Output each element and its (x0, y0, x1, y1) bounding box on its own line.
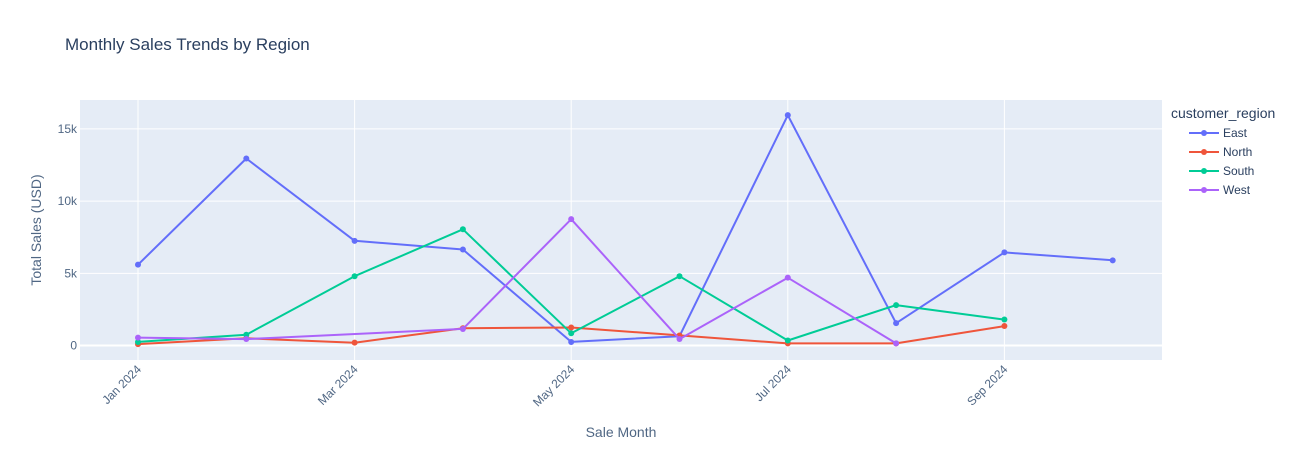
y-tick-label: 0 (70, 339, 77, 353)
series-line (137, 114, 1113, 343)
data-point[interactable] (568, 324, 575, 331)
x-tick-label: May 2024 (530, 362, 577, 409)
y-axis-title: Total Sales (USD) (28, 174, 44, 285)
data-point[interactable] (1001, 249, 1008, 256)
legend-marker (1201, 149, 1207, 155)
data-point[interactable] (135, 334, 141, 341)
data-point[interactable] (893, 302, 900, 309)
legend-marker (1201, 130, 1207, 136)
legend-label: West (1223, 183, 1251, 197)
legend-label: South (1223, 164, 1254, 178)
legend-item-east[interactable]: East (1189, 126, 1248, 140)
data-point[interactable] (243, 155, 250, 162)
data-point[interactable] (893, 340, 900, 347)
grid-lines (80, 100, 1162, 360)
legend-item-west[interactable]: West (1189, 183, 1251, 197)
series-west (135, 216, 900, 347)
data-point[interactable] (568, 216, 575, 223)
legend-label: East (1223, 126, 1248, 140)
data-point[interactable] (568, 338, 575, 345)
data-point[interactable] (784, 274, 791, 281)
legend-marker (1201, 168, 1207, 174)
data-point[interactable] (459, 226, 466, 233)
x-tick-label: Jul 2024 (752, 362, 794, 404)
series-layer (135, 112, 1116, 348)
x-tick-label: Mar 2024 (315, 362, 361, 408)
data-point[interactable] (893, 320, 900, 327)
data-point[interactable] (351, 237, 358, 244)
y-tick-label: 10k (58, 194, 78, 208)
data-point[interactable] (243, 331, 250, 338)
data-point[interactable] (135, 261, 141, 268)
data-point[interactable] (784, 112, 791, 119)
data-point[interactable] (1001, 323, 1008, 330)
data-point[interactable] (1109, 257, 1116, 264)
data-point[interactable] (135, 338, 141, 345)
x-tick-label: Sep 2024 (964, 362, 1010, 408)
x-tick-label: Jan 2024 (99, 362, 144, 407)
data-point[interactable] (459, 325, 466, 332)
legend-label: North (1223, 145, 1252, 159)
x-axis-title: Sale Month (586, 424, 657, 440)
plot-area (80, 100, 1162, 360)
legend-marker (1201, 187, 1207, 193)
data-point[interactable] (784, 337, 791, 344)
legend-item-north[interactable]: North (1189, 145, 1252, 159)
series-east (135, 112, 1116, 345)
legend: customer_region East North South West (1171, 105, 1275, 197)
data-point[interactable] (351, 339, 358, 346)
y-tick-label: 5k (64, 266, 78, 280)
legend-item-south[interactable]: South (1189, 164, 1254, 178)
data-point[interactable] (676, 273, 683, 280)
data-point[interactable] (243, 336, 250, 343)
data-point[interactable] (568, 330, 575, 337)
legend-title: customer_region (1171, 105, 1275, 121)
chart-title: Monthly Sales Trends by Region (65, 35, 310, 54)
data-point[interactable] (676, 336, 683, 343)
series-south (135, 226, 1008, 345)
y-tick-label: 15k (58, 122, 78, 136)
data-point[interactable] (1001, 316, 1008, 323)
data-point[interactable] (459, 246, 466, 253)
data-point[interactable] (351, 273, 358, 280)
